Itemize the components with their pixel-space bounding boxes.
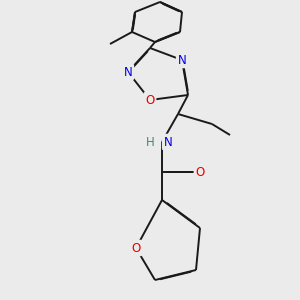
Text: O: O: [195, 166, 205, 178]
Text: N: N: [124, 65, 132, 79]
Text: O: O: [146, 94, 154, 106]
Text: N: N: [178, 53, 186, 67]
Text: H: H: [146, 136, 154, 148]
Text: O: O: [131, 242, 141, 254]
Text: N: N: [164, 136, 172, 148]
